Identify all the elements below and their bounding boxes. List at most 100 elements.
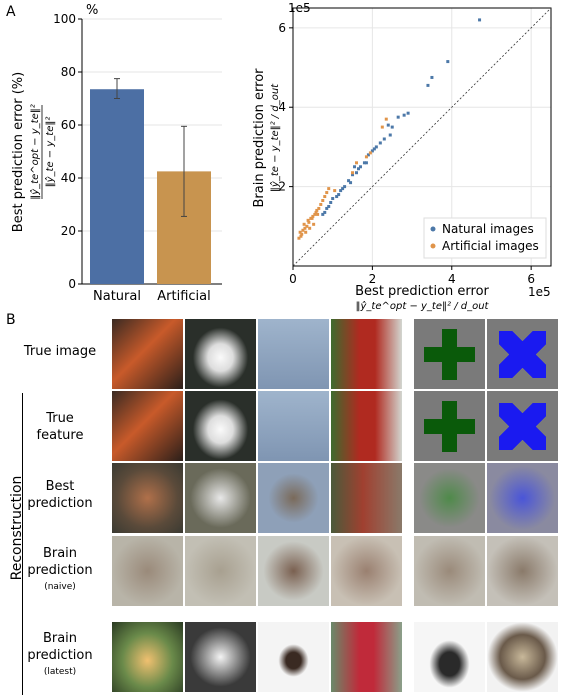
image-tile (185, 319, 256, 389)
image-tile (487, 536, 558, 606)
scatter-xlabel: Best prediction error (355, 284, 489, 299)
image-tile (112, 319, 183, 389)
scatter-point-natural (378, 141, 382, 145)
scatter-point-artificial (313, 212, 317, 216)
scatter-point-artificial (323, 195, 327, 199)
image-tile (258, 319, 329, 389)
brain-latest-sub: (latest) (43, 667, 77, 677)
scatter-point-artificial (325, 191, 329, 195)
scatter-point-natural (374, 145, 378, 149)
scatter-point-natural (390, 125, 394, 129)
bar-ytick-label: 0 (68, 277, 76, 291)
bar-ytick-label: 60 (61, 118, 76, 132)
image-tile (487, 391, 558, 461)
scatter-point-natural (335, 195, 339, 199)
row-label-brain-latest: Brain prediction (latest) (10, 630, 110, 681)
legend-label-artificial: Artificial images (442, 239, 539, 253)
reconstruction-bracket-line (22, 393, 23, 695)
scatter-point-artificial (319, 202, 323, 206)
scatter-ylabel-formula: ‖ŷ_te − y_te‖² / d_out (269, 83, 281, 192)
image-tile (185, 622, 256, 692)
scatter-point-natural (331, 197, 335, 201)
scatter-point-artificial (317, 206, 321, 210)
scatter-point-artificial (316, 212, 320, 216)
bar-natural (90, 89, 144, 284)
scatter-point-artificial (380, 125, 384, 129)
scatter-xtick-label: 6 (527, 272, 535, 286)
bar-ytick-label: 100 (53, 12, 76, 26)
scatter-point-artificial (333, 189, 337, 193)
scatter-point-natural (353, 165, 357, 169)
scatter-point-natural (366, 153, 370, 157)
scatter-point-artificial (315, 208, 319, 212)
legend-marker-artificial (430, 243, 436, 249)
scatter-point-artificial (297, 236, 301, 240)
scatter-frame (292, 7, 552, 267)
blue-x-shape (499, 403, 546, 450)
scatter-point-artificial (298, 230, 302, 234)
scatter-ytick-label: 2 (278, 180, 286, 194)
image-tile (185, 391, 256, 461)
image-tile (258, 536, 329, 606)
best-prediction-text: Best prediction (27, 479, 93, 511)
scatter-point-natural (386, 123, 390, 127)
image-tile (331, 463, 402, 533)
image-tile (414, 319, 485, 389)
scatter-point-natural (347, 179, 351, 183)
bar-ylabel: Best prediction error (%) (11, 72, 26, 232)
scatter-point-artificial (355, 161, 359, 165)
scatter-point-artificial (311, 214, 315, 218)
scatter-point-natural (372, 147, 376, 151)
image-tile (414, 463, 485, 533)
scatter-point-natural (364, 161, 368, 165)
scatter-point-natural (343, 185, 347, 189)
scatter-point-artificial (368, 151, 372, 155)
image-tile (185, 536, 256, 606)
image-tile (487, 319, 558, 389)
image-tile (112, 463, 183, 533)
image-tile (258, 391, 329, 461)
scatter-point-artificial (321, 199, 325, 203)
scatter-legend-box (423, 217, 547, 259)
scatter-point-artificial (302, 222, 306, 226)
scatter-point-artificial (299, 234, 303, 238)
scatter-point-natural (358, 165, 362, 169)
bar-category-label: Artificial (157, 289, 210, 304)
scatter-point-natural (478, 18, 482, 22)
image-tile (331, 319, 402, 389)
scatter-point-natural (339, 189, 343, 193)
image-tile (112, 391, 183, 461)
image-tile (112, 622, 183, 692)
scatter-point-natural (325, 206, 329, 210)
row-label-brain-naive: Brain prediction (naive) (10, 545, 110, 596)
image-tile (331, 536, 402, 606)
true-feature-text: True feature (36, 411, 84, 443)
scatter-ytick-label: 6 (278, 21, 286, 35)
green-cross-shape (424, 329, 475, 380)
image-tile (487, 622, 558, 692)
scatter-ytick-label: 4 (278, 100, 286, 114)
scatter-point-natural (402, 113, 406, 117)
scatter-xtick-label: 2 (369, 272, 377, 286)
bar-category-label: Natural (93, 289, 141, 304)
scatter-ylabel: Brain prediction error (252, 68, 267, 208)
brain-naive-sub: (naive) (44, 582, 76, 592)
scatter-point-artificial (301, 228, 305, 232)
bar-ytick-label: 40 (61, 171, 76, 185)
row-label-true-image: True image (23, 344, 97, 359)
image-tile (414, 391, 485, 461)
scatter-point-artificial (351, 171, 355, 175)
scatter-point-natural (329, 200, 333, 204)
image-tile (331, 622, 402, 692)
scatter-point-natural (388, 133, 392, 137)
scatter-point-natural (430, 75, 434, 79)
scatter-point-natural (356, 167, 360, 171)
bar-unit-label: % (86, 3, 98, 18)
bar-ytick-label: 20 (61, 224, 76, 238)
scatter-point-natural (351, 173, 355, 177)
scatter-point-natural (349, 181, 353, 185)
scatter-point-artificial (307, 220, 311, 224)
scatter-point-natural (370, 149, 374, 153)
scatter-point-natural (446, 60, 450, 64)
